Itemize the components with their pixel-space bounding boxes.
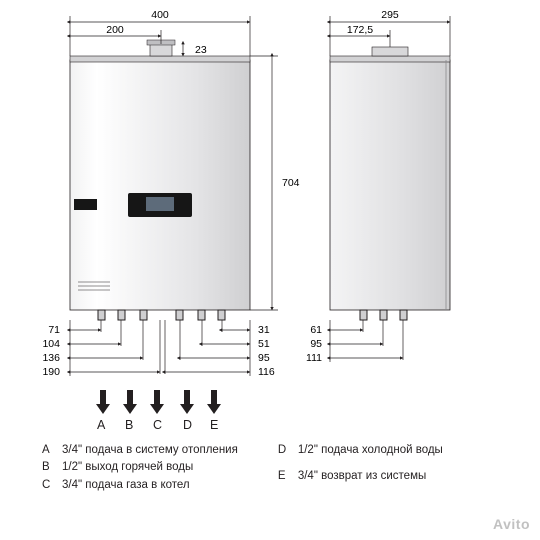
dim-136: 136 [42,352,60,364]
dim-190: 190 [42,366,60,378]
legend-key: B [42,459,62,476]
legend-val: 3/4" подача газа в котел [62,477,238,494]
dim-95: 95 [258,352,270,364]
dim-1725: 172,5 [347,24,373,36]
legend-key: D [278,442,298,468]
dim-95b: 95 [310,338,322,350]
dim-111: 111 [306,352,322,364]
dim-295: 295 [381,9,399,21]
legend-val: 1/2" выход горячей воды [62,459,238,476]
legend-key: A [42,442,62,459]
watermark: Avito [493,516,530,532]
legend-col-right: D1/2" подача холодной воды E3/4" возврат… [278,442,443,494]
legend: A3/4" подача в систему отопления B1/2" в… [42,442,443,494]
dim-71: 71 [48,324,60,336]
legend-val: 3/4" возврат из системы [298,468,443,494]
front-view [70,40,250,320]
dim-61: 61 [310,324,322,336]
dim-104: 104 [42,338,60,350]
dim-400: 400 [151,9,169,21]
port-arrows [96,390,221,414]
dim-704: 704 [282,177,300,189]
port-C: C [153,418,162,432]
port-D: D [183,418,192,432]
legend-val: 3/4" подача в систему отопления [62,442,238,459]
legend-key: C [42,477,62,494]
legend-col-left: A3/4" подача в систему отопления B1/2" в… [42,442,238,494]
port-E: E [210,418,218,432]
side-view [330,47,450,320]
port-A: A [97,418,105,432]
dim-116: 116 [258,366,275,378]
port-B: B [125,418,133,432]
dim-23: 23 [195,44,207,56]
dim-31: 31 [258,324,270,336]
dim-51: 51 [258,338,270,350]
legend-key: E [278,468,298,494]
legend-val: 1/2" подача холодной воды [298,442,443,468]
dim-200: 200 [106,24,124,36]
